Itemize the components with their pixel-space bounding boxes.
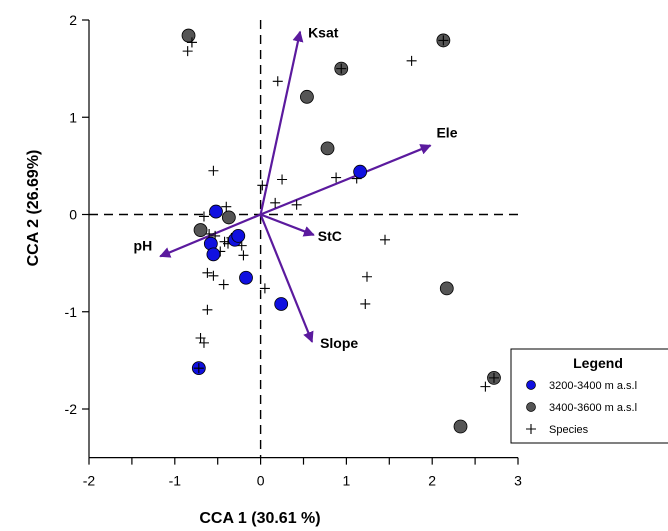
site-marker-3400-3600 [320,141,335,156]
species-marker [336,63,347,74]
species-marker [186,37,197,48]
species-marker [361,271,372,282]
x-tick-label: 2 [428,473,436,489]
y-tick-label: 2 [69,12,77,28]
species-marker [277,174,288,185]
species-marker [198,337,209,348]
y-tick-label: -1 [65,304,78,320]
vector-label-ele: Ele [436,124,457,140]
legend-swatch-3200-3400 [526,380,536,390]
legend-swatch-species [526,424,536,434]
vector-arrow-stc [260,213,315,237]
species-markers [182,37,491,392]
site-marker-3400-3600 [439,281,454,296]
site-marker-3400-3600 [181,28,196,43]
site-marker-3400-3600 [221,210,236,225]
site-marker-3200-3400 [353,164,368,179]
site-marker-3400-3600 [300,89,314,104]
legend-title: Legend [573,355,623,371]
species-marker [208,165,219,176]
y-tick-label: -2 [65,401,78,417]
legend-box [510,348,668,444]
x-tick-label: 3 [514,473,522,489]
reference-lines [89,20,524,458]
x-axis-title: CCA 1 (30.61 %) [199,510,320,527]
vector-arrow-ksat [259,30,304,215]
species-marker [272,76,283,87]
vector-label-ksat: Ksat [308,25,339,41]
species-marker [480,381,491,392]
vector-label-ph: pH [134,237,153,253]
species-marker [406,55,417,66]
species-marker [291,199,302,210]
species-marker [218,279,229,290]
species-marker [193,363,204,374]
legend-entry-label: 3200-3400 m a.s.l [549,380,637,392]
species-marker [270,197,281,208]
site-marker-3200-3400 [231,228,246,243]
species-marker [257,180,268,191]
site-marker-3200-3400 [209,204,223,219]
environmental-vectors [159,30,432,343]
species-marker [360,298,371,309]
species-marker [380,234,391,245]
species-marker [238,250,249,261]
species-marker [208,270,219,281]
y-tick-label: 1 [69,109,77,125]
x-tick-label: -2 [83,473,96,489]
x-tick-label: 1 [343,473,351,489]
species-marker [488,372,499,383]
site-marker-3400-3600 [193,223,208,237]
vector-arrow-slope [259,214,314,343]
species-marker [202,267,213,278]
species-marker [438,35,449,46]
species-marker [259,283,270,294]
y-tick-label: 0 [69,207,77,223]
legend-swatch-3400-3600 [526,402,536,412]
species-marker [202,304,213,315]
site-marker-3200-3400 [274,297,289,311]
site-marker-3200-3400 [239,270,253,285]
legend: Legend 3200-3400 m a.s.l 3400-3600 m a.s.l… [510,348,668,444]
x-tick-label: -1 [169,473,182,489]
species-marker [182,46,193,57]
species-marker [198,211,209,222]
x-tick-label: 0 [257,473,265,489]
legend-entry-label: 3400-3600 m a.s.l [549,402,637,414]
vector-labels: Ksat Ele StC pH Slope [134,25,458,351]
legend-entry-label: Species [549,424,589,436]
vector-label-stc: StC [318,228,342,244]
axes: -2 -1 0 1 2 -2 -1 0 1 2 3 [65,12,523,489]
species-marker [221,201,232,212]
y-axis-title: CCA 2 (26.69%) [25,150,42,267]
site-marker-3400-3600 [453,419,468,434]
vector-arrow-ele [260,144,432,216]
site-markers [181,28,501,434]
site-marker-3200-3400 [206,247,221,262]
vector-label-slope: Slope [320,335,358,351]
species-marker [331,172,342,183]
